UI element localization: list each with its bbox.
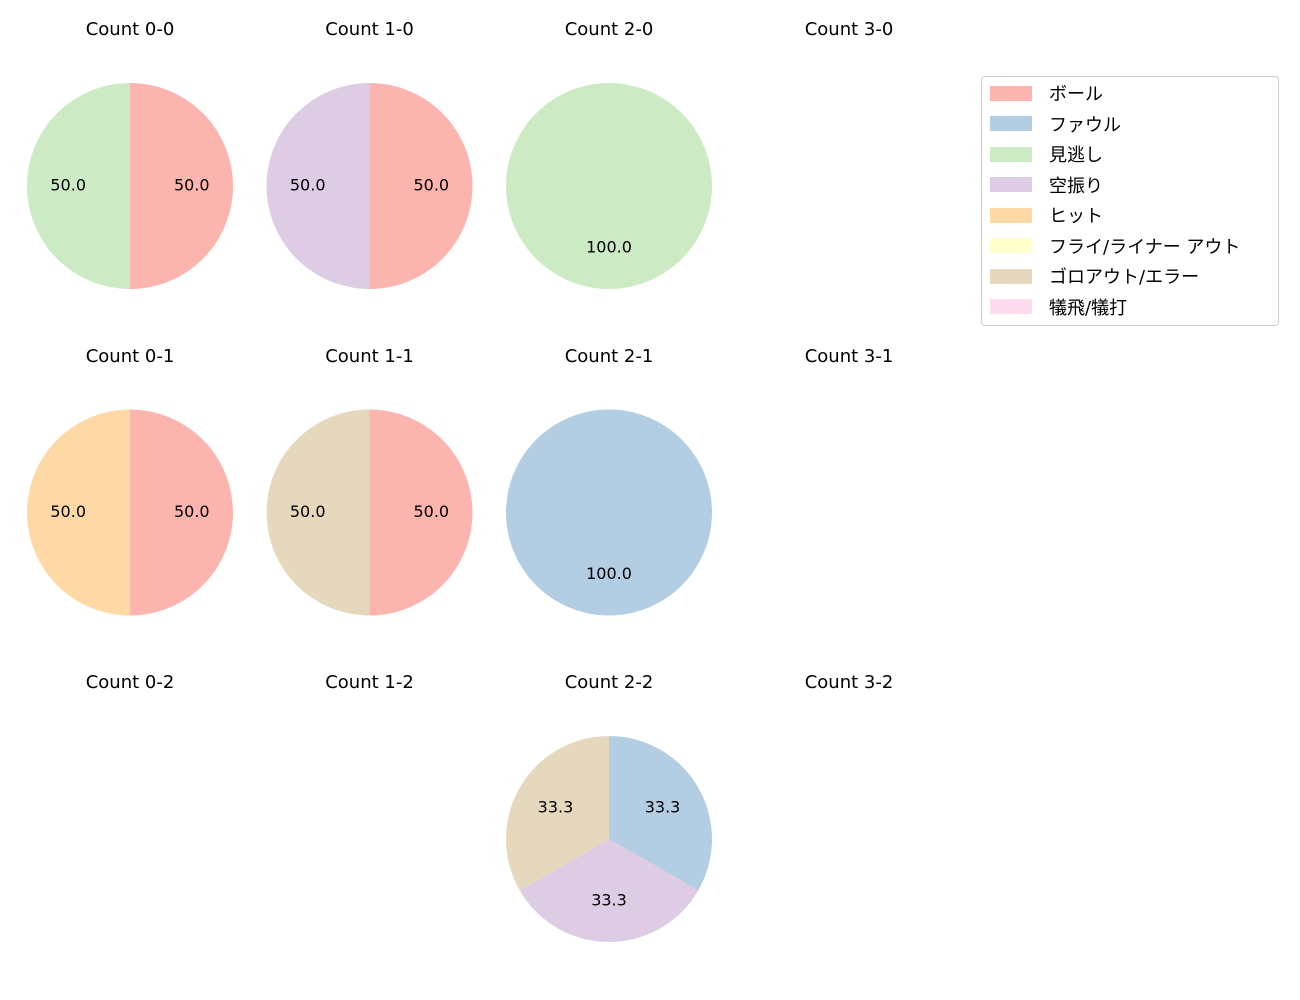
legend-item: 犠飛/犠打 xyxy=(990,296,1128,319)
legend-label: 犠飛/犠打 xyxy=(1049,297,1128,319)
pie-slice xyxy=(27,83,130,289)
legend-label: ファウル xyxy=(1049,114,1121,136)
pie-count-2-2: Count 2-2 33.3 33.3 33.3 xyxy=(506,672,712,942)
slice-value-label: 100.0 xyxy=(586,564,632,583)
pie-count-2-0: Count 2-0 100.0 xyxy=(506,19,712,289)
legend-swatch xyxy=(990,85,1032,101)
pie-slice xyxy=(609,736,712,891)
legend-label: ゴロアウト/エラー xyxy=(1049,267,1200,288)
pie-title: Count 1-2 xyxy=(325,672,414,693)
slice-value-label: 33.3 xyxy=(645,798,681,817)
pie-count-1-0: Count 1-0 50.0 50.0 xyxy=(266,19,473,289)
legend-swatch xyxy=(990,116,1032,131)
slice-value-label: 100.0 xyxy=(586,237,632,256)
slice-value-label: 50.0 xyxy=(50,502,86,521)
legend-swatch xyxy=(990,207,1032,223)
pie-title: Count 3-1 xyxy=(805,346,894,367)
legend-item: ボール xyxy=(990,82,1103,105)
pie-title: Count 1-1 xyxy=(325,346,414,367)
pie-slice xyxy=(130,83,233,289)
pie-slice xyxy=(27,409,130,616)
legend-swatch xyxy=(990,238,1032,253)
pie-slice xyxy=(130,409,233,616)
pie-count-0-1: Count 0-1 50.0 50.0 xyxy=(27,346,233,616)
pie-title: Count 2-1 xyxy=(565,346,654,367)
pie-slice xyxy=(266,83,370,289)
legend-item: 空振り xyxy=(990,174,1103,197)
pie-slice xyxy=(266,409,370,616)
pie-slice xyxy=(369,409,473,616)
legend-swatch xyxy=(990,268,1032,284)
slice-value-label: 33.3 xyxy=(538,798,574,817)
pie-slice xyxy=(506,83,712,289)
legend: ボールファウル見逃し空振りヒットフライ/ライナー アウト ゴロアウト/エラー 犠飛/… xyxy=(981,76,1279,326)
slice-value-label: 50.0 xyxy=(413,176,449,195)
legend-item: ヒット xyxy=(990,204,1103,227)
slice-value-label: 50.0 xyxy=(413,502,449,521)
pie-title: Count 0-1 xyxy=(86,346,175,367)
legend-label: ヒット xyxy=(1049,206,1103,227)
pie-count-3-2: Count 3-2 xyxy=(805,672,894,693)
pie-count-3-0: Count 3-0 xyxy=(805,19,894,40)
pie-title: Count 0-0 xyxy=(86,19,175,40)
slice-value-label: 50.0 xyxy=(174,176,210,195)
slice-value-label: 50.0 xyxy=(50,176,86,195)
pie-slice xyxy=(519,839,699,942)
pie-title: Count 3-2 xyxy=(805,672,894,693)
pie-count-1-1: Count 1-1 50.0 50.0 xyxy=(266,346,473,616)
slice-value-label: 33.3 xyxy=(591,890,627,909)
pie-slice xyxy=(506,736,609,891)
legend-item: ファウル xyxy=(990,113,1121,136)
legend-label: 空振り xyxy=(1049,175,1103,197)
pie-title: Count 3-0 xyxy=(805,19,894,40)
slice-value-label: 50.0 xyxy=(290,176,326,195)
pie-slice xyxy=(506,409,712,616)
legend-swatch xyxy=(990,299,1032,314)
legend-swatch xyxy=(990,146,1032,162)
pie-title: Count 1-0 xyxy=(325,19,414,40)
legend-item: フライ/ライナー アウト xyxy=(990,235,1241,258)
pie-title: Count 2-2 xyxy=(565,672,654,693)
pie-count-0-2: Count 0-2 xyxy=(86,672,175,693)
pie-count-1-2: Count 1-2 xyxy=(325,672,414,693)
legend-label: ボール xyxy=(1049,84,1103,105)
pie-slice xyxy=(369,83,473,289)
legend-swatch xyxy=(990,177,1032,192)
legend-label: フライ/ライナー アウト xyxy=(1049,236,1241,258)
pie-title: Count 0-2 xyxy=(86,672,175,693)
pie-title: Count 2-0 xyxy=(565,19,654,40)
pie-count-2-1: Count 2-1 100.0 xyxy=(506,346,712,616)
slice-value-label: 50.0 xyxy=(290,502,326,521)
pie-count-3-1: Count 3-1 xyxy=(805,346,894,367)
legend-item: 見逃し xyxy=(990,143,1103,166)
slice-value-label: 50.0 xyxy=(174,502,210,521)
pie-count-0-0: Count 0-0 50.0 50.0 xyxy=(27,19,233,289)
legend-item: ゴロアウト/エラー xyxy=(990,265,1200,288)
legend-label: 見逃し xyxy=(1049,145,1103,166)
